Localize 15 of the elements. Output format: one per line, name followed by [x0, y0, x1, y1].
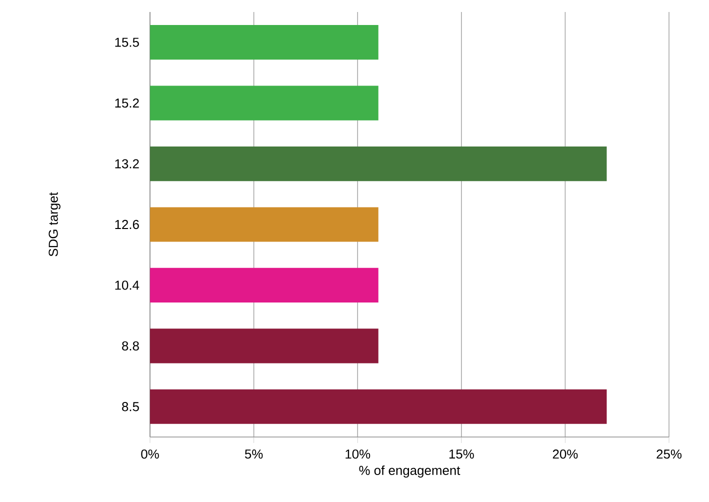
x-tick-label: 0% [141, 450, 159, 459]
y-tick-label: 10.4 [115, 280, 140, 290]
y-tick-label: 15.2 [115, 98, 139, 108]
x-tick-label: 20% [552, 450, 578, 459]
y-tick-label: 12.6 [115, 220, 139, 230]
x-tick-label: 5% [244, 450, 263, 459]
x-axis-title: % of engagement [359, 466, 460, 478]
y-tick-label: 13.2 [115, 159, 139, 168]
y-tick-label: 8.5 [122, 402, 139, 412]
x-tick-label: 10% [346, 450, 370, 459]
y-tick-label: 8.8 [122, 341, 139, 351]
x-tick-label: 15% [449, 450, 474, 459]
x-tick-label: 25% [656, 450, 682, 459]
y-axis-title: SDG target [48, 192, 60, 256]
y-tick-label: 15.5 [115, 38, 139, 47]
